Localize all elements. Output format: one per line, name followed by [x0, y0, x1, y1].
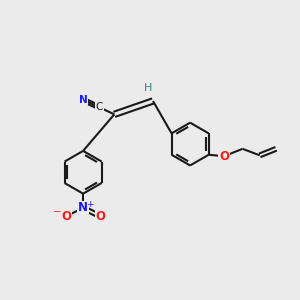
Text: H: H [144, 82, 153, 93]
Text: −: − [53, 207, 62, 217]
Text: O: O [61, 210, 71, 223]
Text: O: O [95, 210, 105, 223]
Text: N: N [79, 95, 88, 105]
Text: +: + [86, 200, 93, 209]
Text: O: O [219, 150, 229, 163]
Text: C: C [96, 102, 103, 112]
Text: N: N [78, 202, 88, 214]
